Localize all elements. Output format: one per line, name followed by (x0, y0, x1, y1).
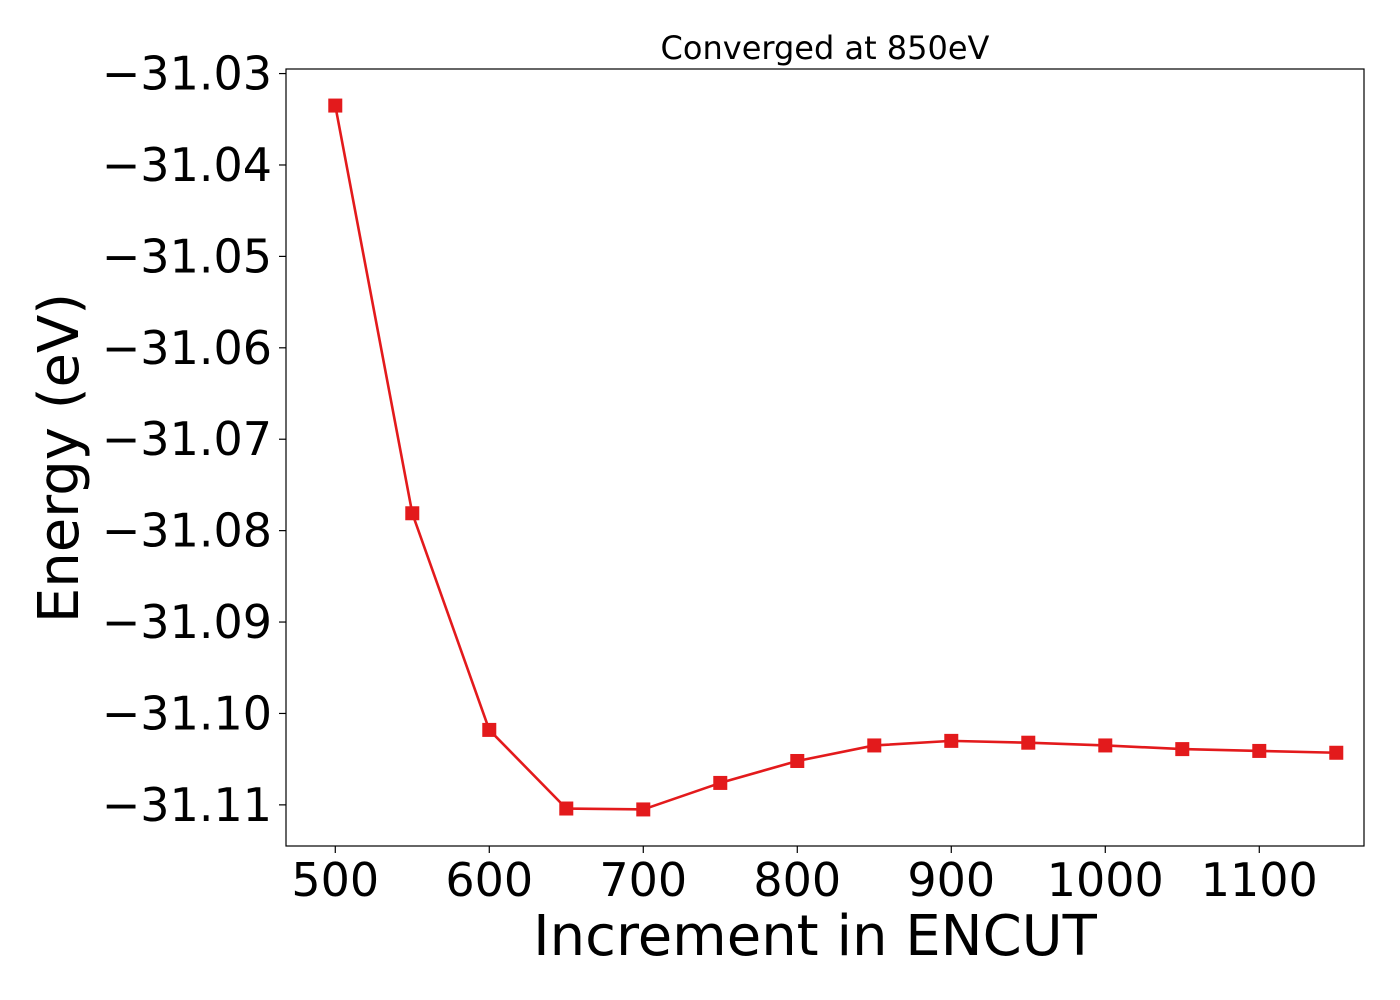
data-point-marker (790, 753, 805, 768)
data-point-marker (867, 738, 882, 753)
x-tick-label: 800 (753, 853, 841, 907)
y-tick-label: −31.03 (102, 47, 272, 101)
x-tick-label: 1100 (1201, 853, 1318, 907)
y-tick-label: −31.09 (102, 595, 272, 649)
chart-title: Converged at 850eV (661, 29, 990, 67)
data-point-marker (713, 775, 728, 790)
x-axis-ticks: 500 600 700 800 900 1000 1100 (291, 846, 1318, 907)
data-point-marker (328, 98, 343, 113)
y-tick-label: −31.08 (102, 504, 272, 558)
x-tick-label: 1000 (1047, 853, 1164, 907)
data-point-marker (405, 506, 420, 521)
y-tick-label: −31.11 (102, 778, 272, 832)
series-line (334, 105, 1337, 811)
y-tick-label: −31.06 (102, 321, 272, 375)
data-point-marker (1098, 738, 1113, 753)
y-tick-label: −31.07 (102, 412, 272, 466)
data-point-marker (1021, 735, 1036, 750)
data-point-marker (1329, 745, 1344, 760)
y-tick-label: −31.10 (102, 686, 272, 740)
x-tick-label: 500 (291, 853, 379, 907)
data-point-marker (482, 722, 497, 737)
series-layer (328, 98, 1344, 817)
data-point-marker (1252, 743, 1267, 758)
data-point-marker (559, 801, 574, 816)
x-axis-title: Increment in ENCUT (533, 904, 1098, 969)
data-point-marker (944, 733, 959, 748)
data-point-marker (1175, 742, 1190, 757)
y-axis-title: Energy (eV) (27, 293, 92, 623)
x-tick-label: 700 (599, 853, 687, 907)
x-tick-label: 900 (907, 853, 995, 907)
y-tick-label: −31.04 (102, 138, 272, 192)
data-point-marker (636, 802, 651, 817)
y-tick-label: −31.05 (102, 229, 272, 283)
x-tick-label: 600 (445, 853, 533, 907)
y-axis-ticks: −31.03 −31.04 −31.05 −31.06 −31.07 −31.08 −31.… (102, 47, 286, 832)
plot-area-frame (285, 68, 1365, 847)
